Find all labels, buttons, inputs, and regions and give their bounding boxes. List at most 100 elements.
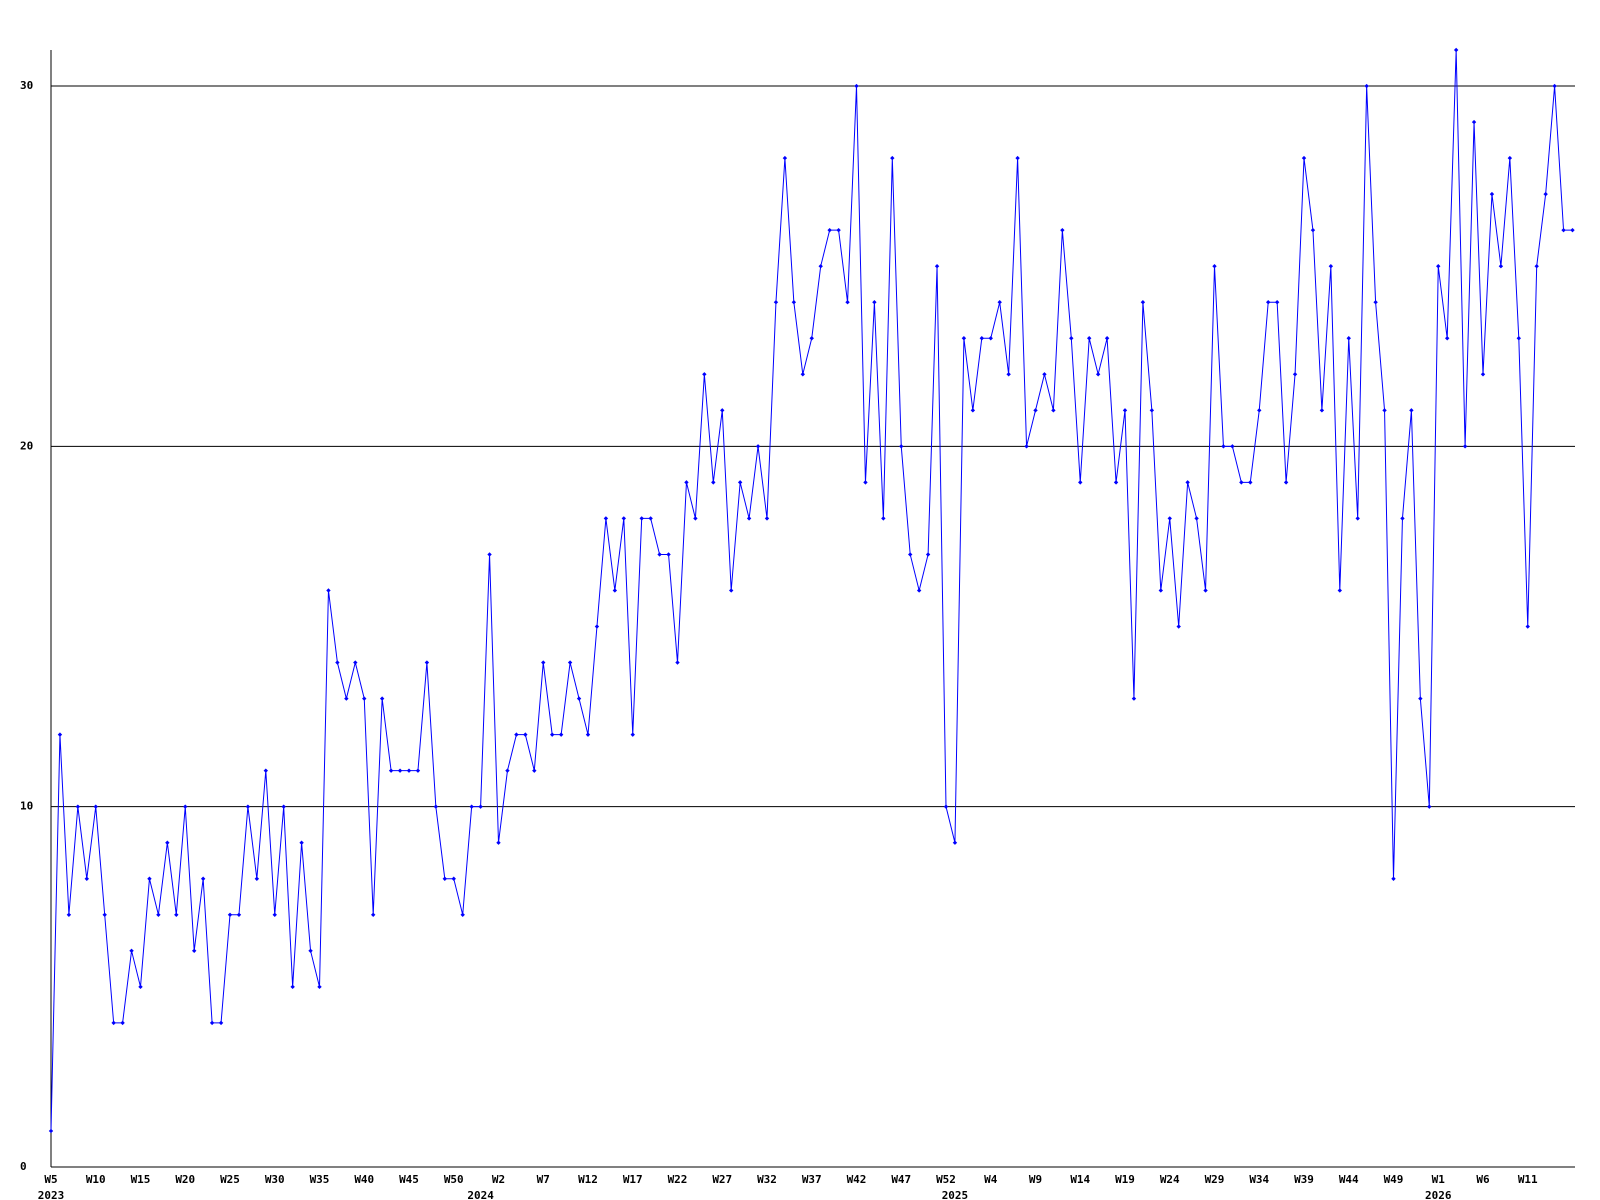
x-tick-label: W11 <box>1518 1173 1538 1186</box>
data-point <box>156 912 161 917</box>
data-point <box>1095 372 1101 377</box>
data-point <box>326 588 331 593</box>
x-tick-label: W7 <box>537 1173 550 1186</box>
data-point <box>254 876 260 881</box>
data-point <box>943 804 949 809</box>
x-tick-label: W37 <box>802 1173 822 1186</box>
x-tick-label: W10 <box>86 1173 106 1186</box>
data-point <box>1122 408 1128 413</box>
data-point <box>621 516 626 521</box>
data-point <box>1140 300 1146 305</box>
data-point <box>129 948 134 954</box>
data-point <box>711 480 716 485</box>
data-point <box>684 480 689 485</box>
data-point <box>1185 480 1190 485</box>
data-point <box>120 1020 125 1026</box>
x-tick-label: W29 <box>1205 1173 1225 1186</box>
x-tick-label: W40 <box>354 1173 374 1186</box>
data-point <box>585 732 591 737</box>
data-point <box>818 263 823 269</box>
data-point <box>48 1128 54 1134</box>
data-point <box>1113 480 1119 485</box>
data-point <box>442 876 447 881</box>
x-tick-label: W50 <box>444 1173 464 1186</box>
data-point <box>1292 372 1298 377</box>
data-point <box>988 336 993 341</box>
data-point <box>1391 876 1396 881</box>
data-point <box>1436 263 1441 269</box>
data-point <box>308 948 313 954</box>
data-point <box>1274 300 1280 305</box>
data-point <box>353 660 358 665</box>
data-point <box>648 516 653 521</box>
data-point <box>836 227 841 233</box>
data-point <box>657 552 662 557</box>
data-point <box>218 1020 224 1026</box>
data-point <box>1561 227 1566 233</box>
data-point <box>1498 263 1504 269</box>
x-tick-label: W6 <box>1476 1173 1490 1186</box>
data-point <box>1346 336 1351 341</box>
data-point <box>192 948 197 954</box>
data-point <box>57 732 63 737</box>
data-point <box>165 840 170 845</box>
x-tick-label: W27 <box>712 1173 732 1186</box>
data-point <box>371 912 376 917</box>
data-point <box>1570 227 1575 233</box>
data-point <box>1507 155 1513 161</box>
data-point <box>1337 588 1342 593</box>
data-point <box>1283 480 1289 485</box>
data-point <box>1069 336 1074 341</box>
x-tick-label: W39 <box>1294 1173 1314 1186</box>
data-point <box>290 984 295 990</box>
data-point <box>147 876 152 881</box>
data-point <box>1319 408 1325 413</box>
data-point <box>881 516 886 521</box>
data-point <box>406 768 412 773</box>
data-point <box>1131 696 1137 701</box>
x-tick-label: W47 <box>891 1173 911 1186</box>
data-point <box>899 444 904 449</box>
data-point <box>487 552 492 557</box>
x-tick-label: W12 <box>578 1173 598 1186</box>
data-point <box>1453 47 1459 53</box>
data-point <box>1087 336 1092 341</box>
data-point <box>496 840 501 845</box>
data-point <box>451 876 456 881</box>
data-point <box>469 804 474 809</box>
data-point <box>317 984 322 990</box>
data-point <box>576 696 582 701</box>
data-point <box>1328 263 1334 269</box>
y-tick-label: 30 <box>20 79 33 92</box>
data-point <box>791 300 797 305</box>
x-tick-label: W17 <box>623 1173 643 1186</box>
data-point <box>505 768 510 773</box>
x-tick-label: W25 <box>220 1173 240 1186</box>
data-point <box>1194 516 1199 521</box>
data-point <box>693 516 698 521</box>
data-point <box>1078 480 1083 485</box>
x-tick-label: W4 <box>984 1173 998 1186</box>
data-point <box>1552 83 1557 89</box>
data-point <box>1158 588 1163 593</box>
data-point <box>845 300 850 305</box>
data-point <box>639 516 644 521</box>
data-point <box>433 804 439 809</box>
data-point <box>1301 155 1307 161</box>
year-label: 2023 <box>38 1189 65 1200</box>
data-point <box>174 912 179 917</box>
data-point <box>952 840 958 845</box>
data-point <box>227 912 233 917</box>
x-tick-label: W22 <box>668 1173 688 1186</box>
x-tick-label: W32 <box>757 1173 777 1186</box>
data-point <box>782 155 788 161</box>
data-point <box>755 444 761 449</box>
series-line <box>50 49 1573 1131</box>
data-point <box>729 588 734 593</box>
year-label: 2025 <box>942 1189 969 1200</box>
data-point <box>970 408 976 413</box>
data-point <box>1418 696 1423 701</box>
x-tick-label: W1 <box>1432 1173 1446 1186</box>
data-point <box>1310 227 1316 233</box>
data-point <box>863 480 868 485</box>
